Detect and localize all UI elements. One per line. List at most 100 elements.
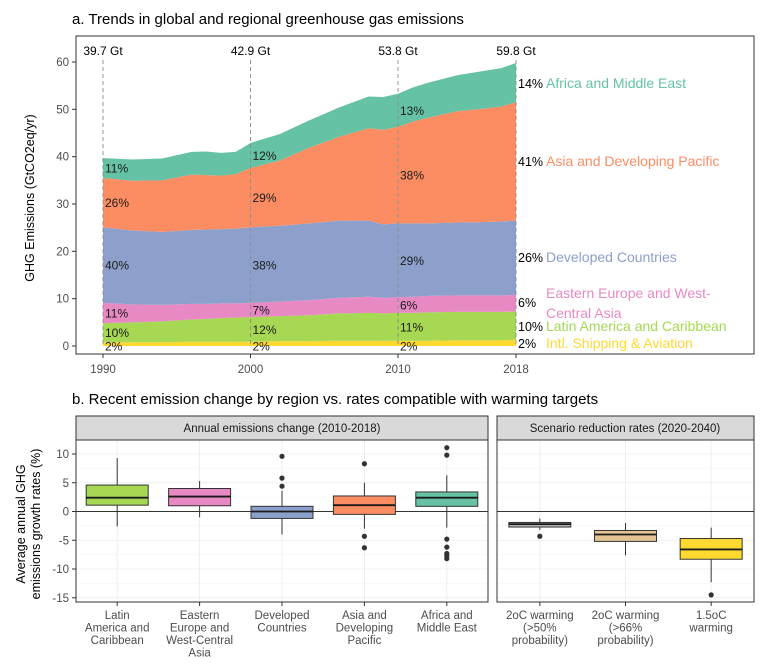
b-category-label-line: West-Central	[166, 635, 233, 647]
boxplot-1-0	[508, 518, 572, 539]
area-latin	[103, 311, 516, 343]
panel-b-boxplots	[85, 445, 743, 598]
boxplot-0-3	[332, 461, 396, 551]
b-ytick-label: 10	[56, 449, 69, 461]
b-category-label-line: Developed	[255, 610, 310, 622]
boxplot-0-4	[415, 445, 479, 562]
boxplot-0-2	[250, 453, 314, 535]
outlier-point	[279, 475, 285, 481]
a-xtick-label: 1990	[90, 364, 116, 376]
share-label-asia: 38%	[400, 169, 424, 183]
share-label-africa: 12%	[253, 149, 277, 163]
b-category-label-line: Europe and	[170, 623, 229, 635]
a-xtick-label: 2010	[385, 364, 411, 376]
boxplot-0-1	[168, 481, 232, 518]
share-label-asia: 29%	[253, 191, 277, 205]
b-category-label-line: 2oC warming	[592, 610, 660, 622]
b-category-label-line: Caribbean	[91, 635, 144, 647]
b-category-label-line: warming	[688, 623, 732, 635]
share-label-shipping: 2%	[105, 340, 123, 354]
outlier-point	[279, 483, 285, 489]
boxplot-1-1	[594, 523, 657, 556]
b-category-label-line: 2oC warming	[506, 610, 574, 622]
boxplot-1-2	[679, 527, 743, 598]
panel-a-y-axis-label: GHG Emissions (GtCO2eq/yr)	[23, 114, 37, 281]
share-label-eastern: 7%	[253, 304, 271, 318]
area-africa	[103, 62, 516, 181]
share-label-developed: 29%	[400, 254, 424, 268]
legend-pct-asia: 41%	[518, 155, 543, 169]
panel-a-x-ticks: 1990 2000 2010 2018	[90, 354, 529, 376]
a-ytick-label: 10	[56, 294, 69, 306]
legend-pct-eastern: 6%	[518, 296, 536, 310]
outlier-point	[279, 453, 285, 459]
share-label-shipping: 2%	[253, 340, 271, 354]
b-ytick-label: -15	[52, 593, 69, 605]
area-developed	[103, 220, 516, 305]
b-category-label-line: Asia	[188, 648, 211, 660]
a-ytick-label: 20	[56, 246, 69, 258]
share-label-latin: 10%	[105, 326, 129, 340]
panel-a-plot-border	[75, 35, 755, 355]
a-ytick-label: 50	[56, 104, 69, 116]
b-category-label-line: Africa and	[421, 610, 473, 622]
panel-b-y-axis-label-line2: emissions growth rates (%)	[29, 449, 43, 600]
year-total-label: 53.8 Gt	[378, 44, 418, 58]
share-label-developed: 40%	[105, 259, 129, 273]
share-label-asia: 26%	[105, 196, 129, 210]
outlier-point	[361, 533, 367, 539]
b-category-label-line: Middle East	[417, 623, 478, 635]
share-label-africa: 11%	[105, 162, 128, 176]
panel-a-year-markers: 39.7 Gt 42.9 Gt 53.8 Gt 59.8 Gt	[83, 44, 536, 346]
facet-right-title: Scenario reduction rates (2020-2040)	[530, 423, 721, 435]
legend-name-latin: Latin America and Caribbean	[546, 318, 727, 334]
outlier-point	[361, 545, 367, 551]
outlier-point	[361, 461, 367, 467]
a-ytick-label: 30	[56, 199, 69, 211]
area-shipping	[103, 339, 516, 346]
outlier-point	[444, 536, 450, 542]
outlier-point	[444, 556, 450, 562]
b-category-label-line: America and	[85, 623, 150, 635]
b-category-label-line: probability)	[512, 635, 568, 647]
legend-pct-shipping: 2%	[518, 337, 536, 351]
panel-b-title: b. Recent emission change by region vs. …	[72, 391, 598, 408]
box-iqr	[85, 484, 149, 506]
boxplot-0-0	[85, 458, 149, 527]
share-label-africa: 13%	[400, 104, 424, 118]
legend-name-eastern-line1: Eastern Europe and West-	[546, 285, 711, 301]
share-label-shipping: 2%	[400, 340, 418, 354]
a-ytick-label: 60	[56, 57, 69, 69]
a-ytick-label: 40	[56, 152, 69, 164]
outlier-point	[444, 445, 450, 451]
legend-pct-developed: 26%	[518, 251, 543, 265]
share-label-eastern: 6%	[400, 299, 418, 313]
panel-b: b. Recent emission change by region vs. …	[14, 391, 755, 660]
b-category-label-line: Pacific	[347, 635, 381, 647]
legend-pct-africa: 14%	[518, 77, 543, 91]
b-category-label-line: (>66%	[609, 623, 643, 635]
outlier-point	[444, 452, 450, 458]
facet-left-strip	[75, 415, 489, 441]
area-asia	[103, 102, 516, 232]
panel-a-region-labels: 14% Africa and Middle East 41% Asia and …	[518, 75, 727, 351]
panel-a-share-labels: 2%10%11%40%26%11%2%12%7%38%29%12%2%11%6%…	[105, 104, 424, 354]
year-total-label: 59.8 Gt	[496, 44, 536, 58]
box-iqr	[594, 529, 657, 542]
share-label-latin: 12%	[253, 323, 277, 337]
b-ytick-label: 5	[63, 478, 69, 490]
year-total-label: 39.7 Gt	[83, 44, 123, 58]
b-category-label-line: probability)	[597, 635, 653, 647]
panel-a-stacked-areas	[103, 62, 516, 346]
b-category-label-line: (>50%	[523, 623, 557, 635]
a-ytick-label: 0	[63, 341, 69, 353]
a-xtick-label: 2000	[238, 364, 264, 376]
share-label-eastern: 11%	[105, 307, 128, 321]
area-eastern	[103, 294, 516, 324]
b-category-label-line: Latin	[105, 610, 130, 622]
legend-name-eastern-line2: Central Asia	[546, 305, 622, 321]
panel-a: a. Trends in global and regional greenho…	[23, 11, 755, 376]
legend-name-shipping: Intl. Shipping & Aviation	[546, 335, 693, 351]
